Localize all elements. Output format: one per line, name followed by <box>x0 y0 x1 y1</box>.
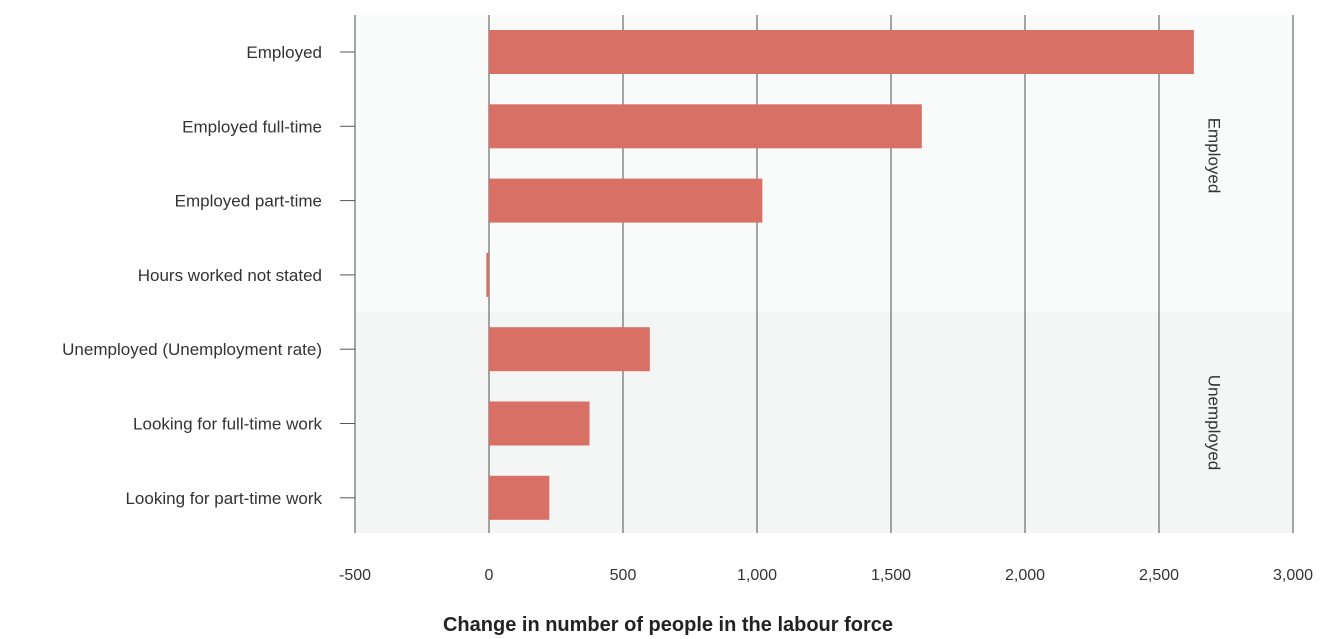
gridlines <box>354 15 1294 533</box>
bar-employed-full-time <box>489 104 922 149</box>
category-label: Employed part-time <box>175 192 322 211</box>
group-label-unemployed: Unemployed <box>1205 375 1224 470</box>
bar-employed <box>489 30 1194 74</box>
category-label: Hours worked not stated <box>138 266 322 285</box>
bar-employed-part-time <box>489 178 763 223</box>
bar-looking-for-full-time-work <box>489 401 590 446</box>
group-label-employed: Employed <box>1205 118 1224 194</box>
bars <box>486 30 1194 520</box>
category-label: Unemployed (Unemployment rate) <box>62 340 322 359</box>
category-label: Employed <box>246 43 322 62</box>
x-tick-label: 3,000 <box>1273 567 1313 584</box>
x-tick-label: 2,000 <box>1005 567 1045 584</box>
group-labels: Employed Unemployed <box>1205 118 1224 471</box>
bar-unemployed-unemployment-rate <box>489 327 650 372</box>
group-backgrounds <box>355 15 1293 533</box>
x-tick-label: 1,500 <box>871 567 911 584</box>
x-tick-label: -500 <box>339 567 371 584</box>
category-label: Looking for full-time work <box>133 415 322 434</box>
bar-looking-for-part-time-work <box>489 475 550 520</box>
x-tick-label: 0 <box>485 567 494 584</box>
y-axis: Employed Employed full-time Employed part-… <box>62 43 355 508</box>
x-tick-label: 1,000 <box>737 567 777 584</box>
x-axis: -500 0 500 1,000 1,500 2,000 2,500 3,000 <box>339 567 1313 584</box>
x-tick-label: 500 <box>610 567 637 584</box>
category-label: Looking for part-time work <box>125 489 322 508</box>
x-axis-title: Change in number of people in the labour… <box>443 614 893 636</box>
bar-hours-worked-not-stated <box>486 252 489 297</box>
category-label: Employed full-time <box>182 117 322 136</box>
x-tick-label: 2,500 <box>1139 567 1179 584</box>
